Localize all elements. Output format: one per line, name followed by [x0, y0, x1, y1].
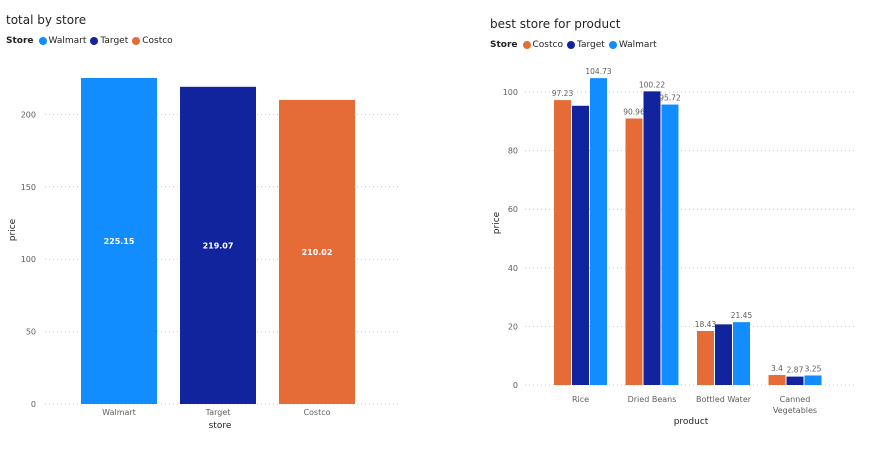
- legend-dot-costco: [522, 41, 531, 49]
- y-axis-label: price: [8, 218, 18, 241]
- legend-item-target[interactable]: Target: [566, 40, 605, 50]
- y-tick-label-60: 60: [508, 205, 518, 214]
- legend-title: Store: [490, 40, 518, 50]
- x-axis-label: product: [674, 417, 709, 427]
- x-tick-label-3: Canned: [780, 395, 811, 404]
- x-tick-label-costco: Costco: [303, 408, 330, 417]
- bar-costco-1[interactable]: [625, 118, 643, 386]
- data-label-target-1: 100.22: [639, 80, 665, 89]
- y-axis-label: price: [492, 211, 502, 234]
- x-axis-label: store: [209, 421, 232, 431]
- y-tick-label-200: 200: [21, 110, 36, 119]
- bar-costco-3[interactable]: [768, 375, 786, 385]
- legend-dot-target: [566, 41, 575, 49]
- bar-walmart-1[interactable]: [661, 104, 679, 385]
- chart-legend: Store Costco Target Walmart: [490, 40, 661, 50]
- legend-dot-costco: [132, 37, 141, 45]
- bar-walmart-0[interactable]: [590, 78, 607, 385]
- data-label-walmart-2: 21.45: [731, 311, 753, 320]
- bar-costco[interactable]: [279, 99, 355, 405]
- legend-item-costco[interactable]: Costco: [522, 40, 563, 50]
- data-label-costco-0: 97.23: [552, 89, 574, 98]
- legend-label-costco: Costco: [142, 36, 173, 46]
- y-tick-label-150: 150: [21, 183, 36, 192]
- legend-label-costco: Costco: [532, 40, 563, 50]
- bar-costco-2[interactable]: [697, 331, 714, 385]
- y-tick-label-40: 40: [508, 264, 518, 273]
- legend-dot-walmart: [608, 41, 617, 49]
- store-bar-chart: 0 50 100 150 200 225.15 Walmart 219.07 Target 210…: [8, 78, 398, 431]
- x-tick-label-target: Target: [205, 408, 231, 417]
- bar-target[interactable]: [180, 86, 256, 404]
- legend-dot-target: [90, 37, 99, 45]
- legend-item-costco[interactable]: Costco: [132, 36, 173, 46]
- legend-item-walmart[interactable]: Walmart: [38, 36, 87, 46]
- legend-label-walmart: Walmart: [618, 40, 657, 50]
- data-label-walmart: 225.15: [104, 237, 135, 246]
- bar-walmart[interactable]: [81, 78, 157, 404]
- best-store-for-product-chart: best store for product Store Costco Targ…: [480, 0, 872, 462]
- data-label-walmart-0: 104.73: [585, 67, 611, 76]
- x-tick-label-3-line2: Vegetables: [773, 406, 817, 415]
- legend-title: Store: [6, 36, 34, 46]
- data-label-costco-1: 90.96: [623, 107, 645, 116]
- bar-target-0[interactable]: [572, 105, 589, 386]
- legend-item-target[interactable]: Target: [90, 36, 128, 46]
- bar-walmart-2[interactable]: [733, 322, 750, 385]
- y-tick-label-80: 80: [508, 147, 518, 156]
- bar-costco-0[interactable]: [554, 100, 571, 386]
- x-tick-label-2: Bottled Water: [696, 395, 752, 404]
- x-tick-label-1: Dried Beans: [628, 395, 677, 404]
- chart-title: best store for product: [490, 17, 621, 31]
- x-tick-label-0: Rice: [572, 395, 589, 404]
- data-label-walmart-1: 95.72: [659, 94, 681, 103]
- legend-label-walmart: Walmart: [48, 36, 87, 46]
- product-grouped-bar-chart: 0 20 40 60 80 100 97.23 104.73 Rice 90.96 100.22 95…: [492, 67, 856, 427]
- y-tick-label-100: 100: [21, 255, 36, 264]
- bar-target-2[interactable]: [715, 324, 732, 385]
- data-label-target-3: 2.87: [787, 366, 804, 375]
- data-label-costco-3: 3.4: [771, 364, 783, 373]
- legend-dot-walmart: [38, 37, 47, 45]
- y-tick-label-100: 100: [503, 88, 518, 97]
- legend-label-target: Target: [576, 40, 605, 50]
- data-label-costco: 210.02: [302, 248, 333, 257]
- legend-item-walmart[interactable]: Walmart: [608, 40, 657, 50]
- y-tick-label-50: 50: [26, 328, 36, 337]
- y-tick-label-20: 20: [508, 322, 518, 331]
- y-tick-label-0: 0: [513, 381, 518, 390]
- total-by-store-chart: total by store Store Walmart Target Cost…: [0, 0, 430, 462]
- chart-legend: Store Walmart Target Costco: [6, 36, 177, 46]
- data-label-walmart-3: 3.25: [805, 364, 822, 373]
- chart-title: total by store: [6, 13, 87, 27]
- y-tick-label-0: 0: [31, 400, 36, 409]
- x-tick-label-walmart: Walmart: [102, 408, 136, 417]
- bar-target-3[interactable]: [786, 376, 804, 385]
- bar-target-1[interactable]: [643, 91, 661, 385]
- bar-walmart-3[interactable]: [804, 375, 822, 385]
- legend-label-target: Target: [100, 36, 129, 46]
- data-label-target: 219.07: [203, 241, 234, 250]
- data-label-costco-2: 18.43: [695, 320, 717, 329]
